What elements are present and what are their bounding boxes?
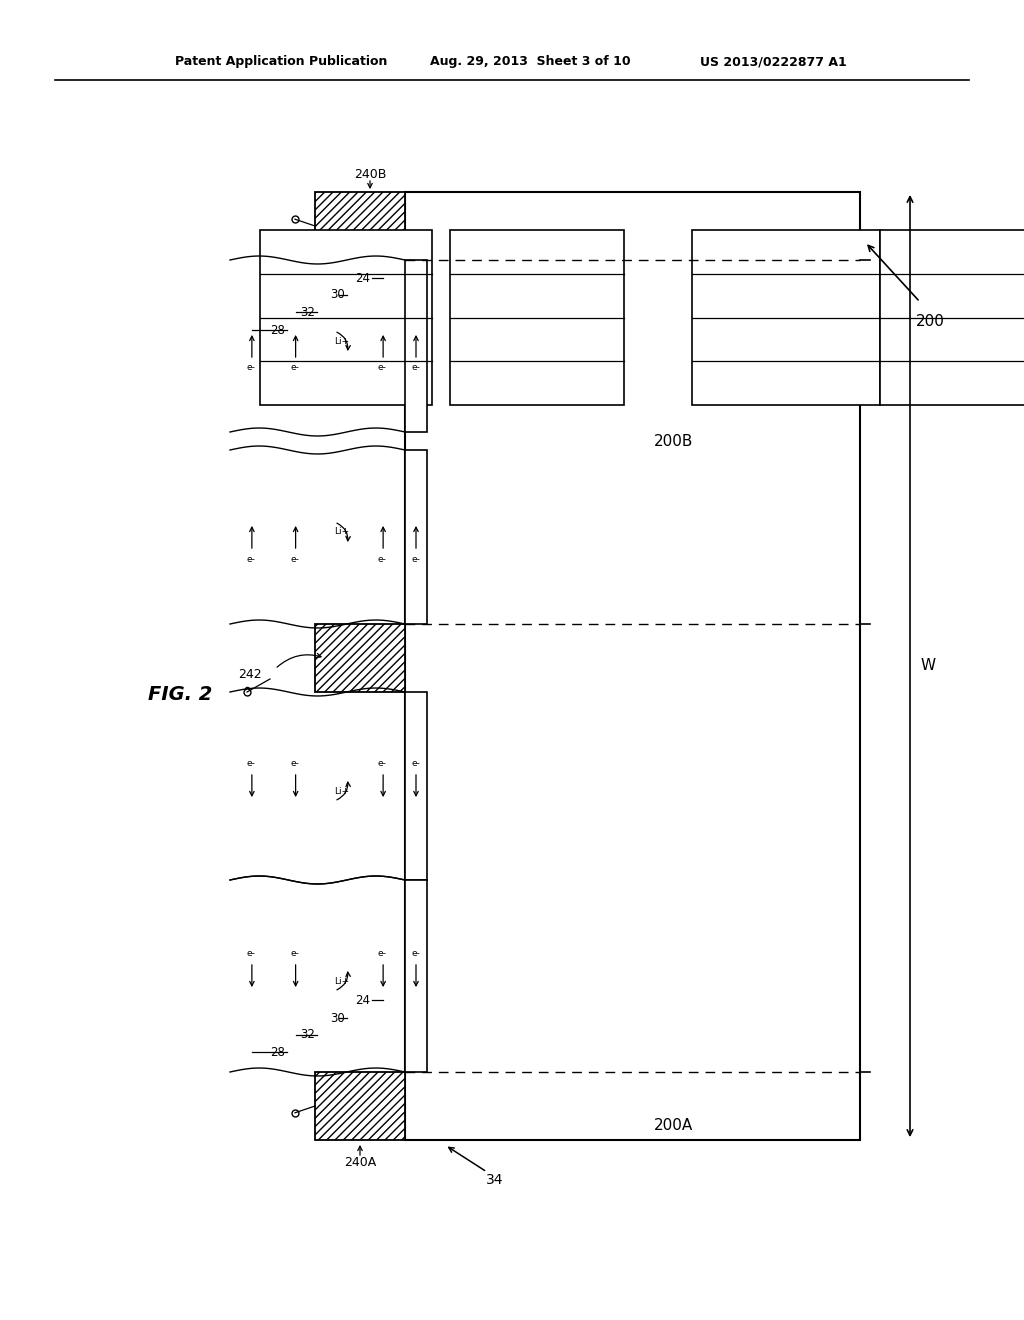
Text: e-: e- xyxy=(290,759,299,768)
Text: 242: 242 xyxy=(239,668,262,681)
Bar xyxy=(315,624,406,692)
Text: e-: e- xyxy=(378,363,387,372)
Bar xyxy=(692,230,880,405)
Text: 30: 30 xyxy=(331,289,345,301)
Text: 32: 32 xyxy=(300,1028,315,1041)
Text: Patent Application Publication: Patent Application Publication xyxy=(175,55,387,69)
Text: FIG. 2: FIG. 2 xyxy=(148,685,212,704)
Text: 34: 34 xyxy=(486,1173,504,1187)
Text: 200A: 200A xyxy=(654,1118,693,1134)
Bar xyxy=(315,191,406,260)
Text: 200B: 200B xyxy=(653,434,693,450)
Text: 24: 24 xyxy=(355,994,370,1006)
Bar xyxy=(406,450,427,624)
Text: e-: e- xyxy=(378,949,387,958)
Text: 30: 30 xyxy=(331,1011,345,1024)
Text: 200: 200 xyxy=(915,314,944,330)
Text: e-: e- xyxy=(412,554,421,564)
Text: e-: e- xyxy=(412,949,421,958)
Text: e-: e- xyxy=(247,363,255,372)
Text: e-: e- xyxy=(378,554,387,564)
Text: e-: e- xyxy=(290,554,299,564)
Text: Li+: Li+ xyxy=(334,787,349,796)
Text: e-: e- xyxy=(247,949,255,958)
Bar xyxy=(315,1072,406,1140)
Text: e-: e- xyxy=(412,363,421,372)
Bar xyxy=(406,260,427,432)
Bar xyxy=(406,880,427,1072)
Bar xyxy=(880,230,1024,405)
Text: 240A: 240A xyxy=(344,1155,376,1168)
Text: e-: e- xyxy=(247,759,255,768)
Text: Li+: Li+ xyxy=(334,528,349,536)
Text: 28: 28 xyxy=(270,323,285,337)
Text: e-: e- xyxy=(412,759,421,768)
Text: 240B: 240B xyxy=(354,168,386,181)
Text: 28: 28 xyxy=(270,1045,285,1059)
Text: 24: 24 xyxy=(355,272,370,285)
Text: Aug. 29, 2013  Sheet 3 of 10: Aug. 29, 2013 Sheet 3 of 10 xyxy=(430,55,631,69)
Text: W: W xyxy=(921,659,936,673)
Text: US 2013/0222877 A1: US 2013/0222877 A1 xyxy=(700,55,847,69)
Bar xyxy=(406,692,427,880)
Text: Li+: Li+ xyxy=(334,337,349,346)
Text: e-: e- xyxy=(378,759,387,768)
Text: e-: e- xyxy=(290,363,299,372)
Bar xyxy=(406,191,860,1140)
Text: e-: e- xyxy=(290,949,299,958)
Text: Li+: Li+ xyxy=(334,977,349,986)
Bar xyxy=(450,230,624,405)
Text: e-: e- xyxy=(247,554,255,564)
Bar xyxy=(260,230,432,405)
Text: 32: 32 xyxy=(300,305,315,318)
